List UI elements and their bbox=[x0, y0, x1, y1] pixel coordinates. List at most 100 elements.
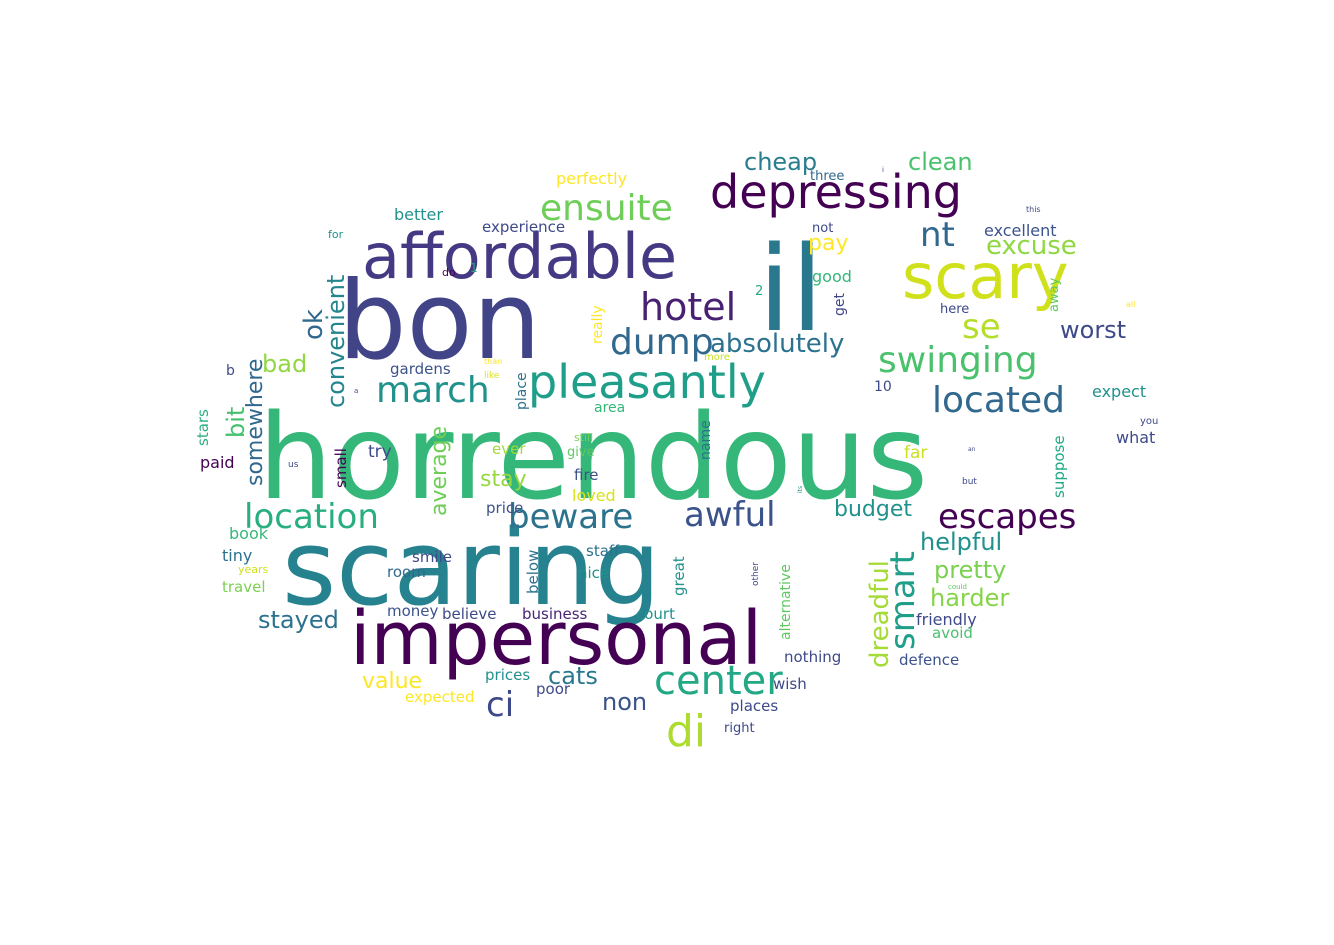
word-book: book bbox=[229, 524, 269, 543]
word-three: three bbox=[810, 169, 844, 184]
word-value: value bbox=[362, 669, 422, 694]
word-nt: nt bbox=[920, 215, 955, 255]
word-march: march bbox=[376, 370, 490, 411]
word-1: 1 bbox=[470, 261, 478, 275]
word-expected: expected bbox=[405, 688, 474, 706]
word-wish: wish bbox=[773, 675, 807, 693]
word-pretty: pretty bbox=[934, 556, 1006, 584]
word-this: this bbox=[1026, 205, 1041, 214]
word-right: right bbox=[724, 721, 755, 736]
word-se: se bbox=[962, 307, 1001, 347]
word-like: like bbox=[484, 371, 500, 381]
word-gardens: gardens bbox=[390, 360, 451, 378]
word-center: center bbox=[654, 658, 783, 704]
word-paid: paid bbox=[200, 453, 235, 472]
word-court: court bbox=[636, 605, 675, 623]
word-impersonal: impersonal bbox=[350, 596, 762, 682]
word-dump: dump bbox=[610, 322, 714, 363]
word-experience: experience bbox=[482, 218, 565, 236]
word-still: still bbox=[574, 431, 593, 444]
word-friendly: friendly bbox=[916, 610, 977, 629]
word-years: years bbox=[238, 563, 269, 576]
word-other: other bbox=[751, 562, 761, 586]
word-excellent: excellent bbox=[984, 221, 1057, 240]
word-beware: beware bbox=[508, 497, 633, 537]
word-smile: smile bbox=[412, 548, 452, 566]
word-cats: cats bbox=[548, 662, 598, 690]
word-perfectly: perfectly bbox=[556, 169, 627, 188]
word-fire: fire bbox=[574, 466, 599, 484]
word-worst: worst bbox=[1060, 316, 1126, 344]
word-non: non bbox=[602, 688, 647, 716]
word-pay: pay bbox=[808, 231, 848, 256]
word-but: but bbox=[962, 477, 977, 487]
word-what: what bbox=[1116, 428, 1155, 447]
word-convenient: convenient bbox=[322, 275, 350, 408]
word-i: i bbox=[882, 166, 884, 174]
word-small: small bbox=[332, 448, 350, 488]
word-b: b bbox=[226, 363, 235, 379]
word-ever: ever bbox=[492, 440, 526, 458]
word-cheap: cheap bbox=[744, 148, 817, 176]
word-prices: prices bbox=[485, 666, 530, 684]
word-somewhere: somewhere bbox=[243, 359, 268, 486]
word-great: great bbox=[670, 556, 688, 596]
word-its: its bbox=[797, 486, 804, 493]
word-10: 10 bbox=[874, 379, 892, 395]
word-could: could bbox=[948, 583, 967, 591]
word-good: good bbox=[812, 267, 852, 286]
word-not: not bbox=[812, 221, 833, 236]
word-get: get bbox=[832, 293, 848, 317]
word-better: better bbox=[394, 205, 443, 224]
word-nice: nice bbox=[578, 564, 609, 582]
word-nothing: nothing bbox=[784, 648, 841, 666]
word-tiny: tiny bbox=[222, 546, 252, 565]
word-suppose: suppose bbox=[1050, 435, 1068, 498]
word-an: an bbox=[968, 446, 976, 453]
word-far: far bbox=[904, 443, 927, 463]
word-than: than bbox=[484, 357, 502, 366]
word-expect: expect bbox=[1092, 382, 1146, 401]
word-poor: poor bbox=[536, 680, 571, 698]
word-absolutely: absolutely bbox=[710, 329, 844, 359]
word-smart: smart bbox=[883, 551, 923, 650]
word-bad: bad bbox=[262, 350, 307, 378]
word-here: here bbox=[940, 302, 969, 317]
word-escapes: escapes bbox=[938, 497, 1076, 537]
word-stars: stars bbox=[194, 409, 212, 446]
word-located: located bbox=[932, 380, 1065, 421]
word-pleasantly: pleasantly bbox=[528, 355, 766, 409]
word-name: name bbox=[698, 420, 714, 460]
word-a: a bbox=[354, 387, 358, 395]
word-places: places bbox=[730, 697, 778, 715]
word-loved: loved bbox=[572, 486, 616, 505]
word-scary: scary bbox=[902, 240, 1069, 313]
word-swinging: swinging bbox=[878, 340, 1038, 381]
word-dreadful: dreadful bbox=[865, 560, 895, 668]
word-area: area bbox=[594, 400, 625, 416]
word-give: give bbox=[567, 445, 595, 460]
word-horrendous: horrendous bbox=[258, 388, 928, 526]
word-helpful: helpful bbox=[920, 528, 1002, 556]
word-awful: awful bbox=[684, 495, 776, 535]
word-away: away bbox=[1047, 277, 1062, 312]
word-believe: believe bbox=[442, 605, 496, 623]
word-travel: travel bbox=[222, 578, 266, 596]
word-excuse: excuse bbox=[986, 231, 1077, 261]
word-stay: stay bbox=[480, 467, 527, 492]
word-defence: defence bbox=[899, 651, 959, 669]
word-di: di bbox=[666, 706, 706, 757]
word-you: you bbox=[1140, 416, 1158, 427]
word-do: do bbox=[442, 266, 456, 279]
word-staff: staff bbox=[586, 542, 620, 560]
word-business: business bbox=[522, 605, 588, 623]
word-il: il bbox=[758, 220, 824, 358]
word-all: all bbox=[1126, 300, 1135, 309]
word-place: place bbox=[514, 372, 530, 410]
word-avoid: avoid bbox=[932, 624, 973, 642]
word-scaring: scaring bbox=[282, 507, 661, 629]
word-clean: clean bbox=[908, 148, 973, 176]
word-budget: budget bbox=[834, 497, 912, 522]
word-bon: bon bbox=[338, 259, 541, 384]
